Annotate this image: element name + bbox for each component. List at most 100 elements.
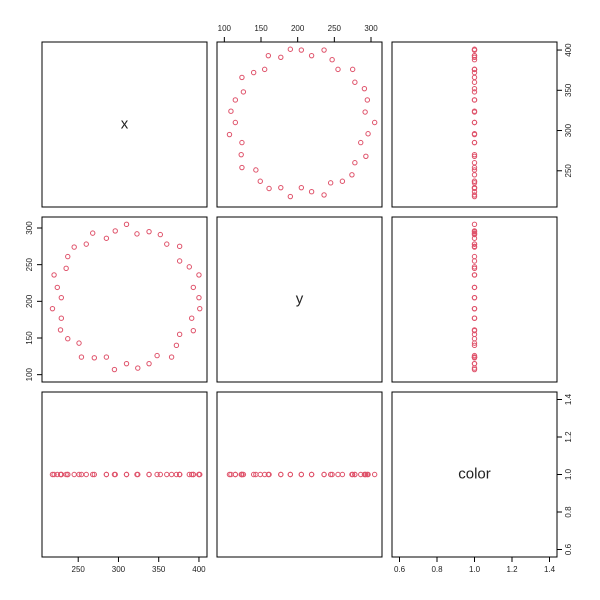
point: [123, 471, 130, 478]
point: [298, 47, 305, 53]
point: [471, 164, 478, 171]
x-tick-label: 250: [328, 24, 342, 33]
point: [189, 471, 195, 478]
point: [176, 258, 183, 264]
panel-frame: [41, 41, 208, 208]
point: [339, 178, 346, 184]
x-tick-label: 100: [218, 24, 232, 33]
point: [471, 193, 478, 200]
x-tick-label: 350: [152, 565, 166, 574]
point: [327, 471, 334, 478]
point: [365, 131, 371, 137]
point: [250, 471, 257, 478]
point: [471, 69, 478, 76]
point: [471, 284, 478, 291]
point: [239, 139, 245, 146]
point: [176, 331, 183, 338]
point: [190, 284, 197, 291]
point: [57, 327, 64, 333]
point: [287, 471, 294, 478]
point: [164, 471, 170, 478]
point: [287, 46, 294, 52]
point: [154, 352, 160, 359]
point: [154, 471, 160, 478]
x-tick-label: 300: [364, 24, 378, 33]
point: [471, 192, 478, 198]
point: [257, 471, 263, 478]
point: [352, 471, 358, 478]
x-tick-label: 1.2: [506, 565, 518, 574]
point: [471, 221, 478, 228]
point: [265, 52, 272, 59]
y-tick-label: 200: [25, 294, 34, 308]
point: [278, 184, 284, 191]
y-tick-label: 1.4: [564, 393, 573, 405]
point: [189, 315, 195, 321]
point: [90, 230, 96, 236]
point: [471, 139, 478, 146]
point: [365, 471, 371, 478]
point: [197, 471, 203, 478]
point: [363, 153, 369, 159]
y-tick-label: 150: [25, 331, 34, 345]
y-tick-label: 350: [564, 83, 573, 97]
point: [91, 355, 98, 361]
point: [240, 89, 247, 95]
point: [339, 471, 346, 478]
point: [176, 471, 183, 478]
point: [123, 221, 130, 228]
point: [186, 264, 192, 270]
point: [321, 471, 327, 478]
point: [471, 272, 478, 278]
panel-frame: [41, 391, 208, 558]
point: [232, 119, 239, 126]
point: [76, 471, 82, 478]
point: [371, 471, 378, 478]
point: [266, 185, 272, 192]
variable-label: color: [458, 465, 491, 482]
point: [471, 265, 478, 272]
point: [146, 228, 152, 235]
point: [278, 471, 284, 478]
point: [287, 193, 294, 200]
point: [471, 244, 478, 250]
point: [471, 66, 478, 73]
point: [349, 471, 355, 478]
point: [471, 119, 478, 126]
point: [471, 151, 478, 158]
point: [471, 89, 478, 95]
point: [335, 66, 341, 73]
point: [196, 294, 202, 301]
point: [358, 139, 364, 146]
x-tick-label: 1.0: [469, 565, 481, 574]
point: [173, 342, 180, 349]
y-tick-label: 1.0: [564, 468, 573, 480]
point: [471, 97, 478, 103]
point: [58, 294, 65, 301]
point: [471, 305, 478, 312]
point: [321, 47, 327, 53]
point: [471, 230, 478, 236]
point: [71, 471, 77, 478]
point: [471, 253, 478, 260]
point: [157, 471, 164, 478]
x-tick-label: 1.4: [544, 565, 556, 574]
point: [168, 471, 175, 478]
point: [471, 160, 478, 166]
point: [49, 471, 56, 478]
point: [471, 131, 478, 138]
panel-frame: [391, 41, 558, 208]
point: [471, 354, 478, 360]
point: [232, 97, 239, 103]
point: [308, 471, 315, 478]
point: [78, 471, 85, 478]
y-tick-label: 400: [564, 43, 573, 57]
y-tick-label: 0.8: [564, 506, 573, 518]
y-tick-label: 250: [564, 164, 573, 178]
y-tick-label: 250: [25, 257, 34, 271]
point: [63, 265, 69, 272]
point: [176, 243, 183, 250]
point: [65, 336, 71, 342]
point: [308, 52, 315, 59]
